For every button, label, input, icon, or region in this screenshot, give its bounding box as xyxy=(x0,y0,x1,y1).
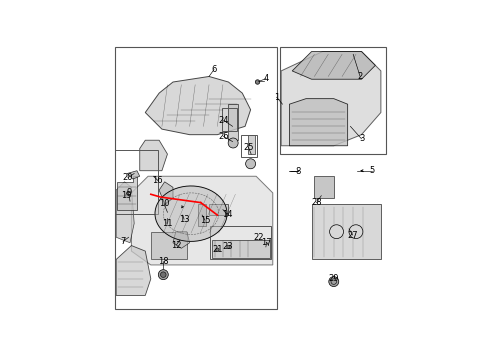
Polygon shape xyxy=(289,99,347,146)
Circle shape xyxy=(215,248,219,251)
Text: 23: 23 xyxy=(222,242,233,251)
Bar xyxy=(210,226,271,260)
Text: 1: 1 xyxy=(273,93,279,102)
Text: 22: 22 xyxy=(253,233,264,242)
Text: 24: 24 xyxy=(218,116,228,125)
Text: 10: 10 xyxy=(159,199,169,208)
Text: 27: 27 xyxy=(346,230,357,239)
Text: 26: 26 xyxy=(218,132,228,141)
Text: 29: 29 xyxy=(328,274,338,283)
Circle shape xyxy=(245,159,255,169)
Polygon shape xyxy=(281,51,380,146)
Polygon shape xyxy=(116,182,134,243)
Text: 6: 6 xyxy=(211,65,216,74)
Text: 19: 19 xyxy=(121,190,131,199)
Polygon shape xyxy=(159,182,173,204)
Polygon shape xyxy=(140,140,167,171)
Text: 2: 2 xyxy=(357,72,362,81)
Text: 20: 20 xyxy=(122,173,133,182)
Text: 16: 16 xyxy=(152,176,163,185)
Text: 13: 13 xyxy=(179,215,189,224)
Polygon shape xyxy=(117,176,137,210)
Polygon shape xyxy=(228,104,238,140)
Polygon shape xyxy=(150,232,186,260)
Polygon shape xyxy=(208,204,228,215)
Bar xyxy=(279,48,386,154)
Text: 4: 4 xyxy=(263,74,268,83)
Polygon shape xyxy=(292,51,375,79)
Text: 3: 3 xyxy=(358,134,364,143)
Circle shape xyxy=(348,225,362,239)
Text: 25: 25 xyxy=(243,143,253,152)
Polygon shape xyxy=(247,135,254,154)
Polygon shape xyxy=(145,76,250,135)
Circle shape xyxy=(160,272,166,278)
Text: 14: 14 xyxy=(222,210,232,219)
Polygon shape xyxy=(173,232,189,248)
Polygon shape xyxy=(155,186,226,242)
Polygon shape xyxy=(311,204,380,260)
Polygon shape xyxy=(127,171,140,179)
Circle shape xyxy=(328,276,338,287)
Circle shape xyxy=(228,138,238,148)
Polygon shape xyxy=(116,246,150,296)
Circle shape xyxy=(329,225,343,239)
Polygon shape xyxy=(211,240,269,258)
Text: 28: 28 xyxy=(311,198,321,207)
Circle shape xyxy=(255,80,259,84)
Text: 8: 8 xyxy=(295,167,300,176)
Text: 17: 17 xyxy=(261,238,271,247)
Bar xyxy=(115,48,276,309)
Text: 9: 9 xyxy=(126,188,131,197)
Polygon shape xyxy=(131,176,272,265)
Text: 21: 21 xyxy=(212,245,222,254)
Text: 5: 5 xyxy=(368,166,374,175)
Bar xyxy=(115,150,158,214)
Polygon shape xyxy=(314,176,333,198)
Bar xyxy=(241,135,257,157)
Text: 12: 12 xyxy=(171,240,181,249)
Circle shape xyxy=(158,270,168,280)
Circle shape xyxy=(226,245,230,249)
Text: 18: 18 xyxy=(158,257,168,266)
Polygon shape xyxy=(198,204,206,226)
Bar xyxy=(221,108,237,131)
Text: 7: 7 xyxy=(120,237,125,246)
Text: 15: 15 xyxy=(199,216,210,225)
Text: 11: 11 xyxy=(162,219,172,228)
